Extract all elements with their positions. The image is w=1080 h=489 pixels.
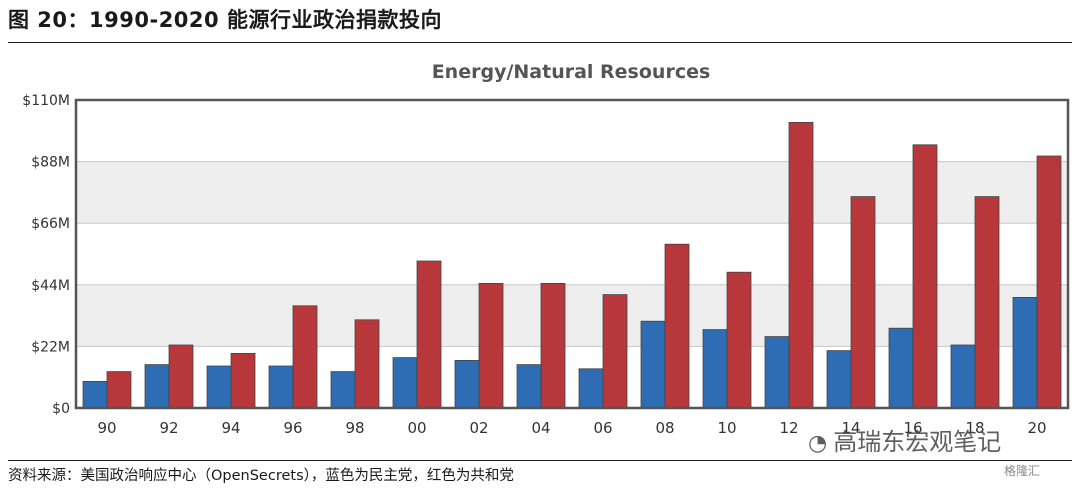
x-tick-label: 20: [1027, 419, 1046, 437]
y-tick-label: $110M: [22, 93, 70, 109]
y-tick-label: $44M: [31, 278, 70, 294]
grid-band: [76, 161, 1068, 224]
plot-frame: [74, 98, 1070, 410]
x-tick-label: 02: [469, 419, 488, 437]
democrat-bar: [268, 365, 294, 409]
republican-bar: [106, 371, 132, 409]
democrat-bar: [702, 329, 728, 409]
source-note: 资料来源：美国政治响应中心（OpenSecrets），蓝色为民主党，红色为共和党: [8, 468, 514, 484]
x-tick-label: 90: [97, 419, 116, 437]
figure-title: 图 20：1990-2020 能源行业政治捐款投向: [8, 8, 442, 32]
republican-bar: [912, 144, 938, 409]
x-tick-label: 94: [221, 419, 240, 437]
republican-bar: [602, 294, 628, 409]
republican-bar: [850, 196, 876, 409]
democrat-bar: [764, 336, 790, 409]
democrat-bar: [640, 320, 666, 409]
x-tick-label: 92: [159, 419, 178, 437]
x-tick-label: 96: [283, 419, 302, 437]
y-tick-label: $88M: [31, 155, 70, 171]
x-tick-label: 06: [593, 419, 612, 437]
republican-bar: [1036, 155, 1062, 409]
title-divider: [8, 42, 1072, 43]
wechat-icon: ◔: [808, 431, 828, 456]
x-tick-label: 14: [841, 419, 860, 437]
y-tick-label: $22M: [31, 339, 70, 355]
democrat-bar: [950, 344, 976, 409]
republican-bar: [230, 352, 256, 409]
x-tick-label: 16: [903, 419, 922, 437]
watermark: ◔ 高瑞东宏观笔记: [808, 422, 1001, 457]
democrat-bar: [82, 380, 108, 409]
republican-bar: [664, 243, 690, 409]
democrat-bar: [578, 368, 604, 409]
watermark-text: 高瑞东宏观笔记: [833, 428, 1002, 456]
x-tick-label: 10: [717, 419, 736, 437]
democrat-bar: [392, 357, 418, 409]
democrat-bar: [454, 359, 480, 409]
x-tick-label: 08: [655, 419, 674, 437]
bar-chart: $0 $22M $44M $66M $88M $110M 90 92 94 96 98 00 02 04…: [22, 61, 1070, 437]
x-axis-ticks: 90 92 94 96 98 00 02 04 06 08 10 12 14 16 18 20: [97, 419, 1046, 437]
republican-bar: [478, 282, 504, 409]
republican-bar: [788, 122, 814, 409]
y-axis-ticks: $0 $22M $44M $66M $88M $110M: [22, 93, 70, 417]
democrat-bar: [888, 327, 914, 409]
chart-title: Energy/Natural Resources: [432, 61, 711, 83]
x-tick-label: 18: [965, 419, 984, 437]
republican-bar: [354, 319, 380, 409]
republican-bar: [974, 196, 1000, 409]
democrat-bar: [516, 364, 542, 409]
x-tick-label: 98: [345, 419, 364, 437]
site-logo: 格隆汇: [1004, 464, 1041, 478]
republican-bar: [292, 305, 318, 409]
democrat-bar: [1012, 296, 1038, 409]
democrat-bar: [144, 364, 170, 409]
x-tick-label: 04: [531, 419, 550, 437]
y-tick-label: $0: [52, 401, 70, 417]
source-divider: [8, 460, 1072, 461]
republican-bar: [416, 260, 442, 409]
democrat-bar: [206, 365, 232, 409]
republican-bar: [540, 282, 566, 409]
y-tick-label: $66M: [31, 216, 70, 232]
democrat-bar: [826, 350, 852, 409]
democrat-bar: [330, 371, 356, 409]
republican-bar: [168, 344, 194, 409]
x-tick-label: 00: [407, 419, 426, 437]
republican-bar: [726, 271, 752, 409]
x-tick-label: 12: [779, 419, 798, 437]
